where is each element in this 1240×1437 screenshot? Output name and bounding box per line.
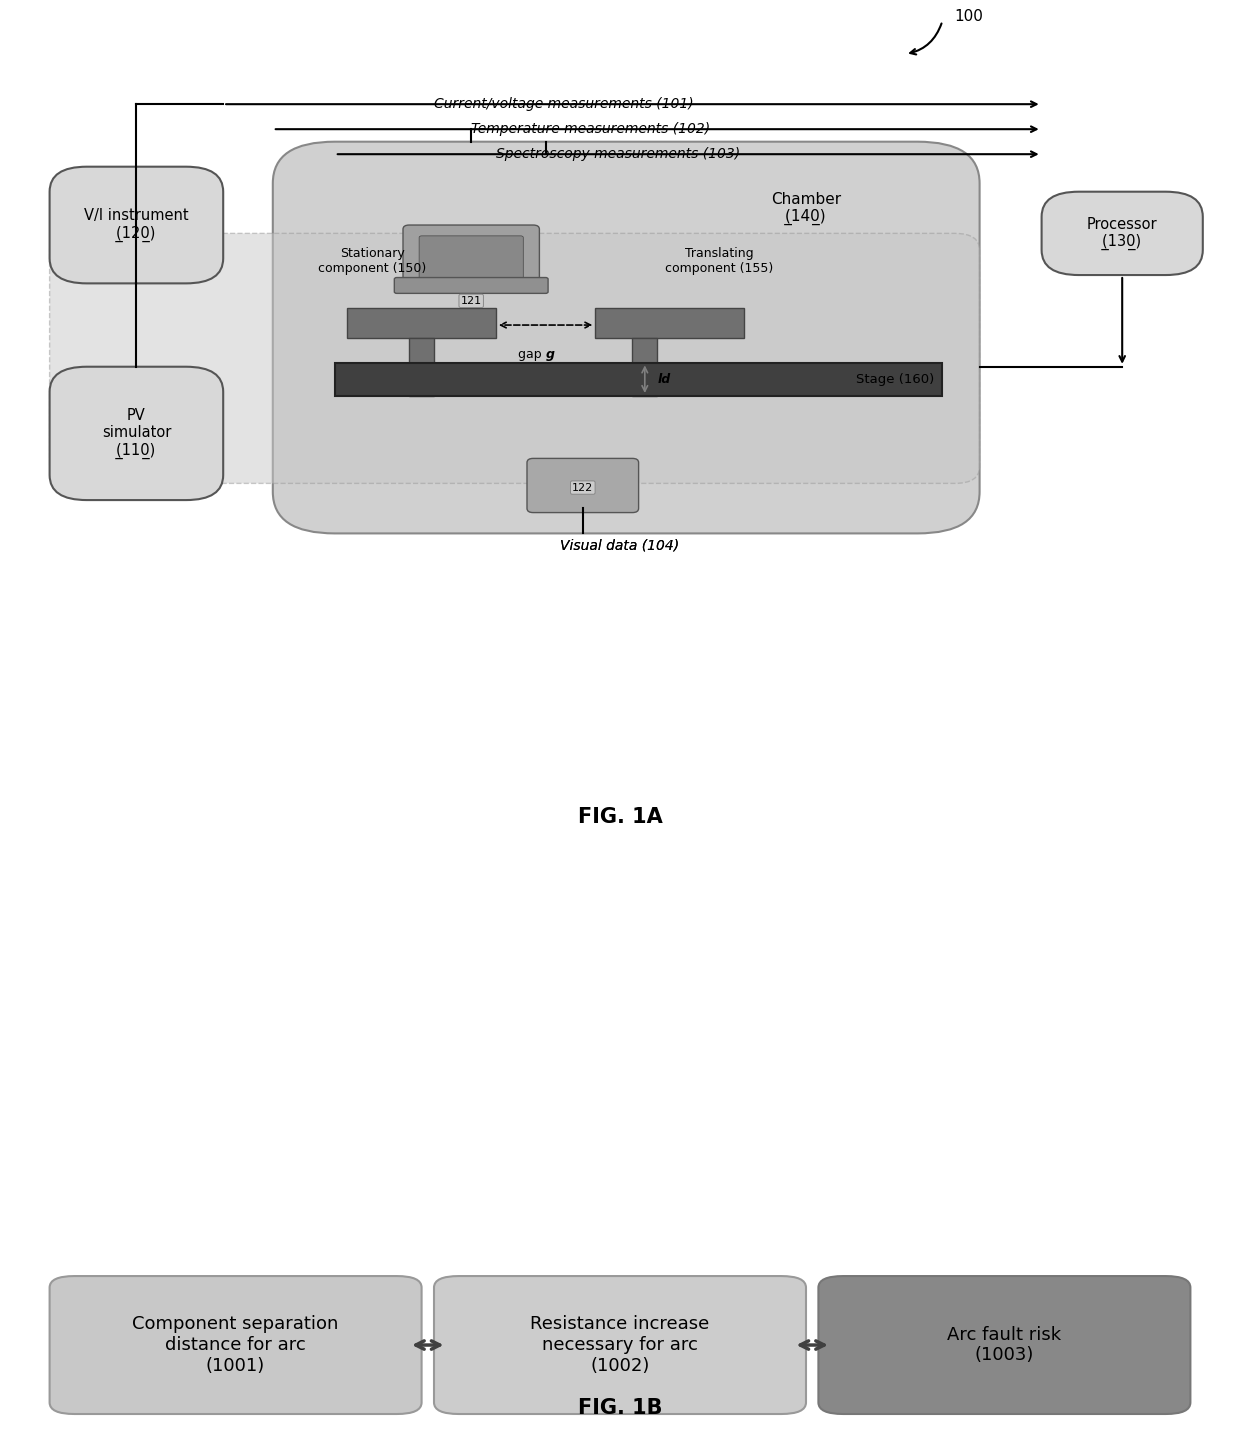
FancyBboxPatch shape [50, 167, 223, 283]
Text: Processor
(̲130̲): Processor (̲130̲) [1087, 217, 1157, 250]
FancyBboxPatch shape [403, 226, 539, 287]
Text: Arc fault risk
(1003): Arc fault risk (1003) [947, 1325, 1061, 1365]
Text: Translating
component (155): Translating component (155) [665, 247, 774, 274]
FancyBboxPatch shape [527, 458, 639, 513]
FancyBboxPatch shape [409, 338, 434, 397]
Text: 122: 122 [572, 483, 594, 493]
FancyBboxPatch shape [50, 366, 223, 500]
Text: FIG. 1B: FIG. 1B [578, 1398, 662, 1418]
FancyBboxPatch shape [419, 236, 523, 280]
Text: 121: 121 [460, 296, 482, 306]
FancyBboxPatch shape [595, 309, 744, 338]
FancyBboxPatch shape [434, 1276, 806, 1414]
Text: FIG. 1A: FIG. 1A [578, 806, 662, 826]
Text: V/I instrument
(̲120̲): V/I instrument (̲120̲) [84, 208, 188, 241]
FancyBboxPatch shape [335, 362, 942, 397]
Text: Component separation
distance for arc
(1001): Component separation distance for arc (1… [133, 1315, 339, 1375]
Text: Resistance increase
necessary for arc
(1002): Resistance increase necessary for arc (1… [531, 1315, 709, 1375]
Text: Chamber
(̲140̲): Chamber (̲140̲) [771, 191, 841, 226]
Text: g: g [546, 348, 554, 361]
FancyBboxPatch shape [394, 277, 548, 293]
Text: Stationary
component (150): Stationary component (150) [317, 247, 427, 274]
Text: 100: 100 [955, 9, 983, 24]
FancyBboxPatch shape [50, 1276, 422, 1414]
Text: ld: ld [657, 372, 671, 385]
Text: Visual data (104): Visual data (104) [560, 539, 680, 553]
Text: PV
simulator
(̲110̲): PV simulator (̲110̲) [102, 408, 171, 458]
Text: Temperature measurements (102): Temperature measurements (102) [471, 122, 711, 137]
Text: gap: gap [518, 348, 546, 361]
Text: Stage (160): Stage (160) [856, 372, 934, 385]
FancyBboxPatch shape [1042, 191, 1203, 274]
FancyBboxPatch shape [273, 142, 980, 533]
FancyBboxPatch shape [50, 233, 980, 483]
Text: Current/voltage measurements (101): Current/voltage measurements (101) [434, 98, 693, 111]
FancyBboxPatch shape [347, 309, 496, 338]
Text: Visual data (104): Visual data (104) [560, 539, 680, 553]
FancyBboxPatch shape [632, 338, 657, 397]
FancyBboxPatch shape [818, 1276, 1190, 1414]
Text: Spectroscopy measurements (103): Spectroscopy measurements (103) [496, 147, 740, 161]
